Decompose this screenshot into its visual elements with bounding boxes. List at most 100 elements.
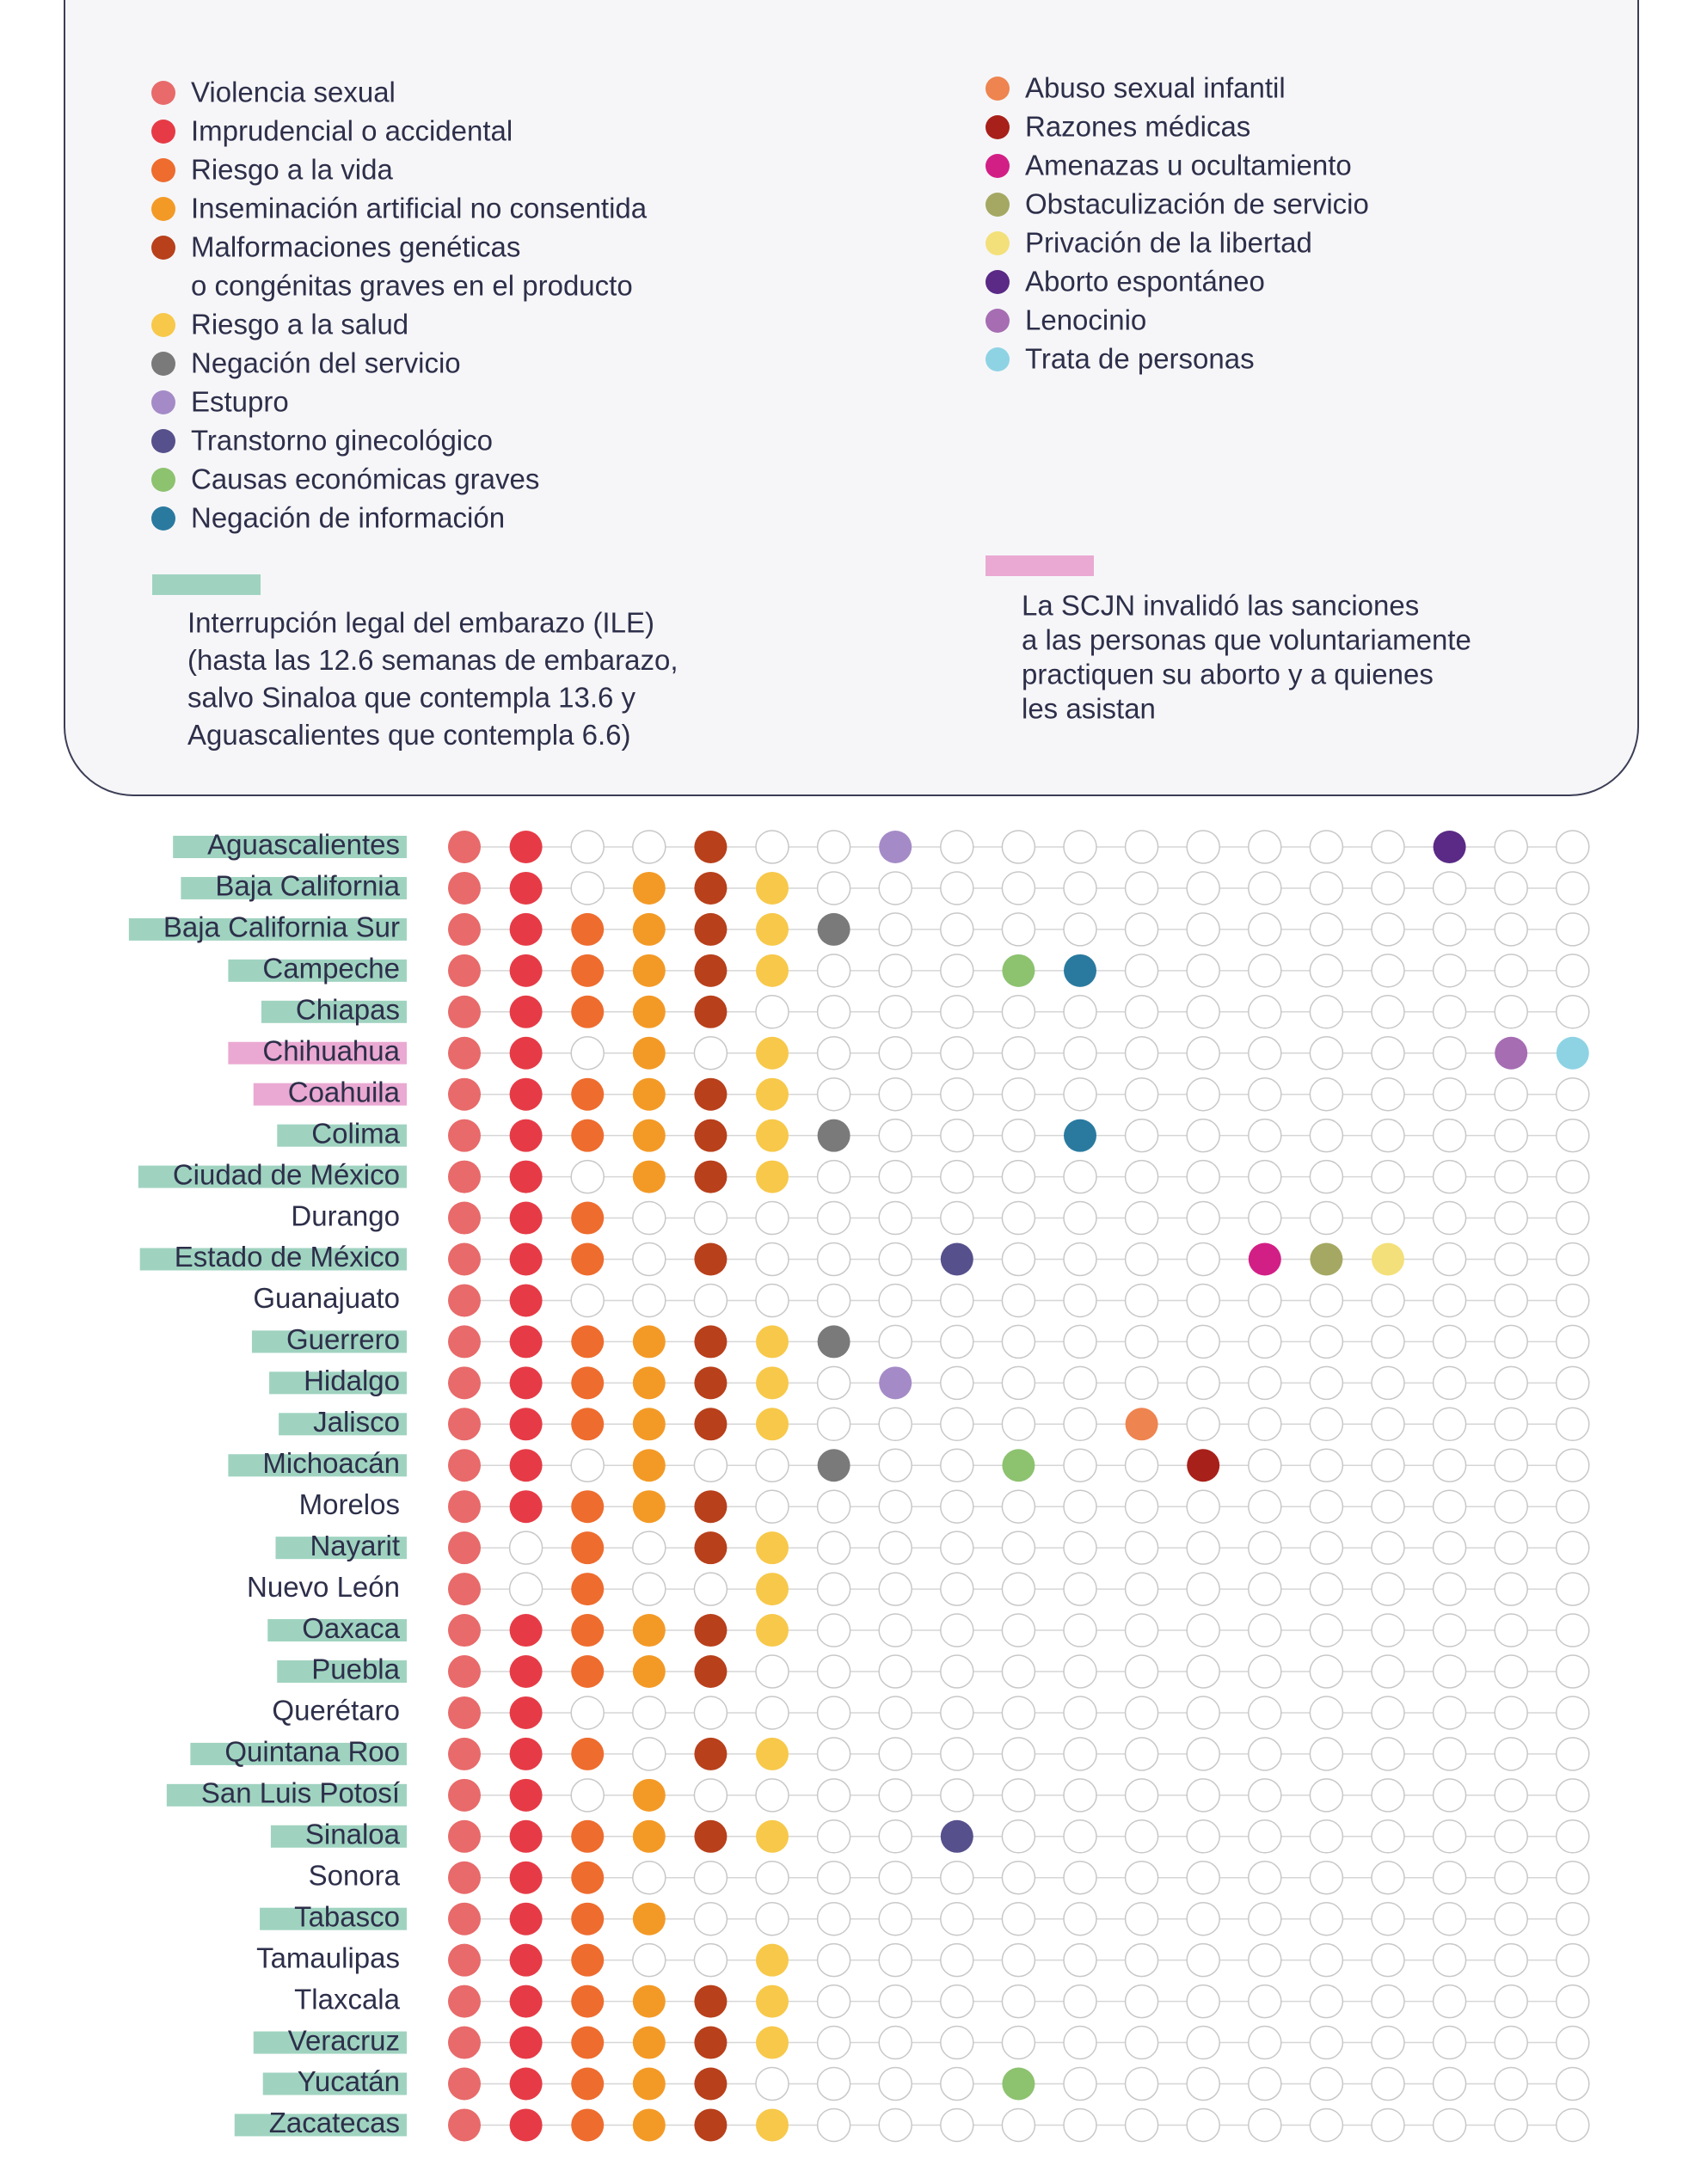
empty-dot xyxy=(1556,1118,1590,1153)
cause-dot xyxy=(694,1366,728,1400)
empty-dot xyxy=(1432,1365,1467,1401)
empty-dot xyxy=(1186,1942,1220,1978)
empty-dot xyxy=(755,2066,789,2101)
empty-dot xyxy=(816,995,851,1029)
empty-dot xyxy=(1556,2107,1590,2143)
cause-dot xyxy=(817,1119,850,1152)
cause-dot xyxy=(632,2108,666,2142)
empty-dot xyxy=(1309,1159,1344,1194)
empty-dot xyxy=(816,1819,851,1854)
empty-dot xyxy=(1063,1778,1097,1813)
cause-dot xyxy=(509,1242,543,1276)
cause-dot xyxy=(571,1985,605,2018)
legend-box xyxy=(64,0,1639,796)
empty-dot xyxy=(1248,1819,1282,1854)
empty-dot xyxy=(1124,1489,1159,1524)
empty-dot xyxy=(1556,1242,1590,1277)
empty-dot xyxy=(1432,1696,1467,1730)
cause-dot xyxy=(509,1036,543,1070)
empty-dot xyxy=(570,830,605,864)
empty-dot xyxy=(1248,1531,1282,1565)
empty-dot xyxy=(816,1365,851,1401)
cause-dot xyxy=(448,1119,481,1152)
empty-dot xyxy=(1309,1200,1344,1236)
empty-dot xyxy=(940,1778,974,1813)
state-label: Tabasco xyxy=(294,1900,400,1932)
empty-dot xyxy=(1309,1283,1344,1318)
empty-dot xyxy=(1124,1036,1159,1071)
empty-dot xyxy=(1186,995,1220,1029)
empty-dot xyxy=(1371,1984,1405,2019)
empty-dot xyxy=(1001,2107,1036,2143)
empty-dot xyxy=(940,1613,974,1647)
note-text: La SCJN invalidó las sanciones xyxy=(1022,590,1419,622)
empty-dot xyxy=(1309,1819,1344,1854)
empty-dot xyxy=(1063,1407,1097,1442)
cause-dot xyxy=(571,2026,605,2059)
legend-dot xyxy=(151,120,175,144)
empty-dot xyxy=(1556,871,1590,905)
empty-dot xyxy=(1371,2107,1405,2143)
empty-dot xyxy=(1248,1448,1282,1482)
empty-dot xyxy=(1186,1654,1220,1689)
empty-dot xyxy=(1063,830,1097,864)
empty-dot xyxy=(1063,2025,1097,2060)
empty-dot xyxy=(816,2025,851,2060)
empty-dot xyxy=(1001,1901,1036,1936)
cause-dot xyxy=(448,1531,481,1565)
cause-dot xyxy=(756,1366,789,1400)
empty-dot xyxy=(1432,1531,1467,1565)
state-label: Guerrero xyxy=(286,1323,400,1355)
empty-dot xyxy=(755,1861,789,1895)
empty-dot xyxy=(1124,871,1159,905)
empty-dot xyxy=(1556,1778,1590,1813)
cause-dot xyxy=(756,1531,789,1565)
empty-dot xyxy=(878,1942,912,1978)
cause-dot xyxy=(1002,954,1035,987)
empty-dot xyxy=(878,954,912,988)
legend-label: Inseminación artificial no consentida xyxy=(191,193,648,224)
cause-dot xyxy=(694,1985,728,2018)
empty-dot xyxy=(1248,1324,1282,1359)
empty-dot xyxy=(1124,2066,1159,2101)
empty-dot xyxy=(1371,1365,1405,1401)
cause-dot xyxy=(694,1325,728,1359)
empty-dot xyxy=(940,1407,974,1442)
empty-dot xyxy=(816,2066,851,2101)
empty-dot xyxy=(1371,1861,1405,1895)
legend-label: Causas económicas graves xyxy=(191,463,539,495)
cause-dot xyxy=(509,1737,543,1770)
empty-dot xyxy=(1432,1984,1467,2019)
empty-dot xyxy=(1248,2107,1282,2143)
empty-dot xyxy=(1186,1159,1220,1194)
empty-dot xyxy=(1556,1942,1590,1978)
legend-dot xyxy=(151,468,175,492)
empty-dot xyxy=(1001,1200,1036,1236)
empty-dot xyxy=(1556,1531,1590,1565)
empty-dot xyxy=(1371,995,1405,1029)
empty-dot xyxy=(632,1242,666,1277)
empty-dot xyxy=(693,1572,728,1606)
cause-dot xyxy=(694,1119,728,1152)
empty-dot xyxy=(878,1283,912,1318)
empty-dot xyxy=(1124,1077,1159,1112)
empty-dot xyxy=(1494,1118,1528,1153)
state-label: Aguascalientes xyxy=(207,829,400,861)
cause-dot xyxy=(571,1655,605,1688)
cause-dot xyxy=(632,1077,666,1111)
empty-dot xyxy=(570,1283,605,1318)
cause-dot xyxy=(509,1077,543,1111)
cause-dot xyxy=(448,1696,481,1729)
cause-dot xyxy=(756,1614,789,1647)
cause-dot xyxy=(509,1490,543,1524)
cause-dot xyxy=(632,1655,666,1688)
empty-dot xyxy=(1494,1942,1528,1978)
empty-dot xyxy=(1063,1448,1097,1482)
empty-dot xyxy=(1371,830,1405,864)
state-label: Colima xyxy=(311,1117,400,1149)
state-highlight xyxy=(173,836,407,858)
empty-dot xyxy=(1001,1572,1036,1606)
empty-dot xyxy=(1063,1901,1097,1936)
empty-dot xyxy=(1001,1159,1036,1194)
empty-dot xyxy=(1432,1036,1467,1071)
